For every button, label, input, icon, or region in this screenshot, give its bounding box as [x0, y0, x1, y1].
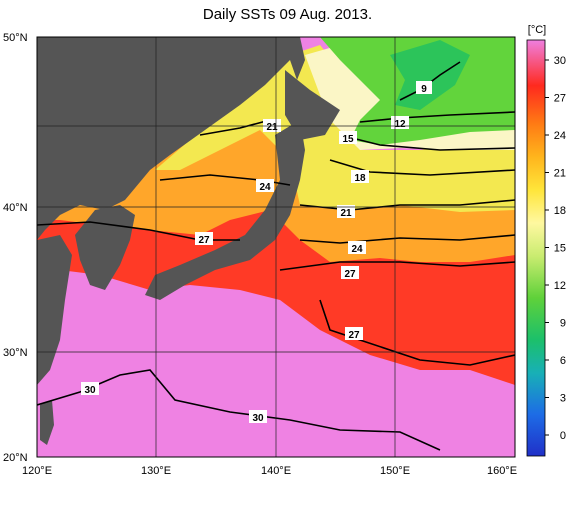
colorbar-tick-label: 0 — [560, 430, 566, 442]
lon-label-160e: 160°E — [487, 465, 517, 477]
contour-label-15: 15 — [342, 134, 354, 145]
contour-27-south — [279, 261, 515, 271]
contour-27-loop — [319, 299, 515, 366]
contour-12 — [359, 111, 515, 123]
contour-label-27-east: 27 — [344, 269, 356, 280]
contour-label-21-north: 21 — [266, 122, 278, 133]
land-asia-mainland — [37, 37, 300, 240]
colorbar-tick-label: 9 — [560, 318, 566, 330]
land-taiwan — [40, 400, 54, 445]
map-title: Daily SSTs 09 Aug. 2013. — [202, 6, 373, 23]
land-china-coast — [37, 235, 72, 385]
contour-label-21-south: 21 — [340, 208, 352, 219]
lat-label-20n: 20°N — [3, 452, 28, 464]
lon-label-120e: 120°E — [22, 465, 52, 477]
graticule — [37, 37, 515, 457]
colorbar-tick-label: 24 — [554, 130, 566, 142]
contour-15 — [339, 134, 515, 151]
land-japan — [145, 120, 305, 300]
contour-21-north — [199, 119, 271, 136]
colorbar-gradient — [526, 39, 546, 457]
land — [37, 37, 340, 445]
cool-green-core — [390, 40, 470, 110]
contour-24-north — [159, 174, 291, 186]
map-frame — [36, 36, 516, 458]
yellow-band — [155, 45, 515, 212]
contour-label-30-south: 30 — [252, 413, 264, 424]
lat-label-50n: 50°N — [3, 32, 28, 44]
contour-label-24-south: 24 — [351, 244, 363, 255]
contour-label-18: 18 — [354, 173, 366, 184]
contour-21-south — [299, 199, 515, 211]
sst-field: 9 12 15 18 21 21 24 24 27 27 27 30 30 — [37, 37, 515, 457]
land-hokkaido — [285, 70, 340, 140]
contour-label-27-japan-sea: 27 — [198, 235, 210, 246]
contour-label-12: 12 — [394, 119, 406, 130]
colorbar-tick-label: 27 — [554, 93, 566, 105]
lat-label-30n: 30°N — [3, 347, 28, 359]
colorbar-tick-label: 21 — [554, 168, 566, 180]
land-sakhalin — [290, 37, 305, 80]
colorbar-tick-label: 30 — [554, 55, 566, 67]
contour-18 — [329, 159, 515, 176]
colorbar-tick-label: 15 — [554, 243, 566, 255]
lat-label-40n: 40°N — [3, 202, 28, 214]
lon-label-150e: 150°E — [380, 465, 410, 477]
colorbar-tick-label: 6 — [560, 355, 566, 367]
contours — [37, 61, 515, 451]
lon-label-140e: 140°E — [261, 465, 291, 477]
contour-label-30-west: 30 — [84, 385, 96, 396]
colorbar-unit: [°C] — [528, 24, 546, 36]
contour-30 — [37, 369, 441, 451]
lon-label-130e: 130°E — [141, 465, 171, 477]
colorbar-tick-label: 12 — [554, 280, 566, 292]
contour-label-9: 9 — [421, 84, 427, 95]
contour-27-north — [37, 221, 240, 241]
contour-24-south — [299, 234, 515, 244]
contour-label-24-north: 24 — [259, 182, 271, 193]
colorbar-tick-label: 18 — [554, 205, 566, 217]
contour-label-27-south: 27 — [348, 330, 360, 341]
colorbar-tick-label: 3 — [560, 393, 566, 405]
